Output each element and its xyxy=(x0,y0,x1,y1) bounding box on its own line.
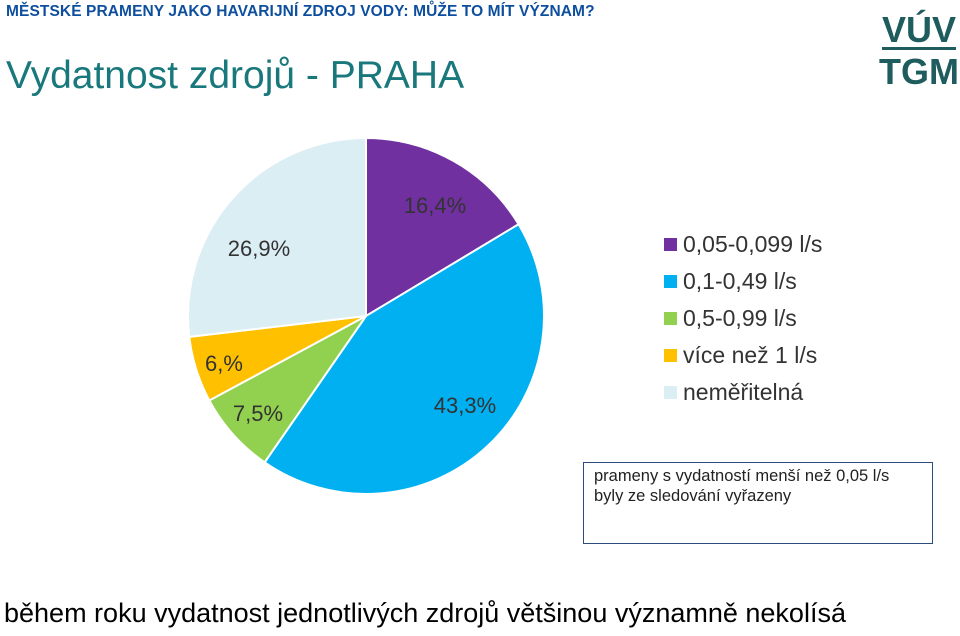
page-title: Vydatnost zdrojů - PRAHA xyxy=(6,54,465,97)
slice-label: 26,9% xyxy=(228,236,290,261)
legend-item: více než 1 l/s xyxy=(664,337,822,374)
logo-line2: TGM xyxy=(879,51,959,92)
slice-label: 43,3% xyxy=(434,393,496,418)
legend-swatch xyxy=(664,386,677,399)
slice-label: 6,% xyxy=(205,351,243,376)
legend-item: 0,05-0,099 l/s xyxy=(664,226,822,263)
legend-swatch xyxy=(664,349,677,362)
legend-swatch xyxy=(664,275,677,288)
legend-swatch xyxy=(664,238,677,251)
legend-label: 0,1-0,49 l/s xyxy=(683,268,797,294)
pie-slices xyxy=(186,136,545,495)
legend-item: neměřitelná xyxy=(664,374,822,411)
pie-slice xyxy=(186,136,367,339)
logo-line1: VÚV xyxy=(882,8,956,50)
pie-slice xyxy=(365,136,520,318)
slice-label: 16,4% xyxy=(404,193,466,218)
note-box: prameny s vydatností menší než 0,05 l/s … xyxy=(583,462,933,544)
footer-text: během roku vydatnost jednotlivých zdrojů… xyxy=(4,598,846,628)
pie-slice xyxy=(263,222,545,495)
legend-item: 0,1-0,49 l/s xyxy=(664,263,822,300)
top-subtitle: MĚSTSKÉ PRAMENY JAKO HAVARIJNÍ ZDROJ VOD… xyxy=(6,3,595,20)
slice-label: 7,5% xyxy=(233,401,283,426)
legend-label: 0,5-0,99 l/s xyxy=(683,305,797,331)
legend-swatch xyxy=(664,312,677,325)
legend-label: 0,05-0,099 l/s xyxy=(683,231,823,257)
legend-label: neměřitelná xyxy=(683,379,804,405)
legend-label: více než 1 l/s xyxy=(683,342,818,368)
pie-labels: 16,4% 43,3% 7,5% 6,% 26,9% xyxy=(205,193,496,426)
vuv-tgm-logo: VÚV TGM xyxy=(879,8,959,92)
logo-divider xyxy=(882,47,956,50)
legend-item: 0,5-0,99 l/s xyxy=(664,300,822,337)
chart-legend: 0,05-0,099 l/s 0,1-0,49 l/s 0,5-0,99 l/s ví… xyxy=(664,226,822,411)
